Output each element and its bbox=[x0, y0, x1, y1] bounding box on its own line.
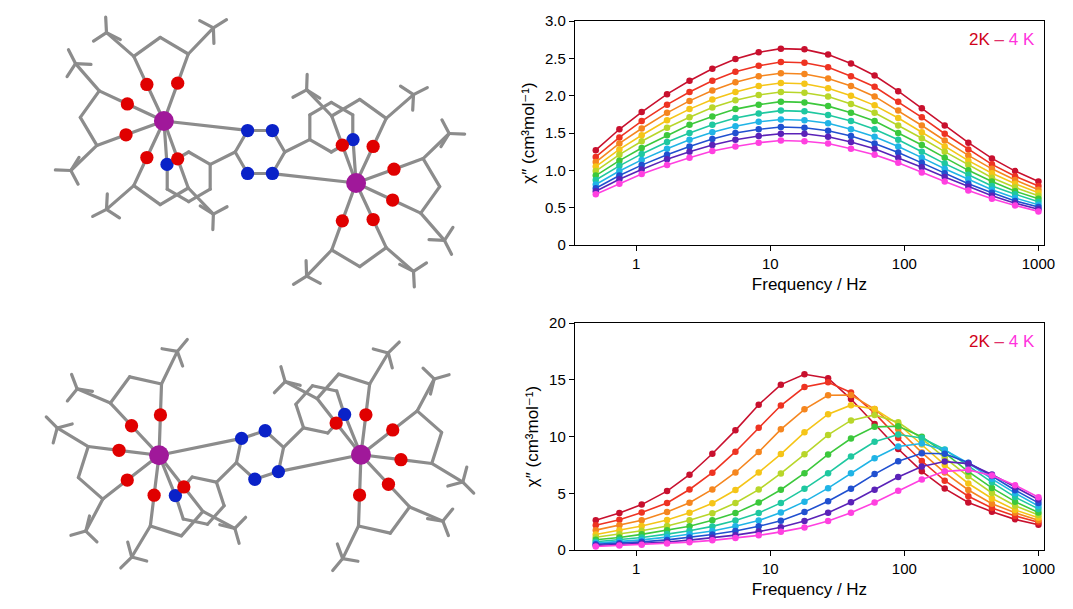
svg-text:2.5: 2.5 bbox=[545, 50, 566, 67]
svg-text:100: 100 bbox=[892, 255, 917, 272]
svg-text:1: 1 bbox=[632, 560, 640, 577]
svg-text:1.5: 1.5 bbox=[545, 124, 566, 141]
svg-text:χ″ (cm³mol⁻¹): χ″ (cm³mol⁻¹) bbox=[523, 386, 542, 487]
svg-text:1000: 1000 bbox=[1022, 560, 1055, 577]
svg-text:2.0: 2.0 bbox=[545, 87, 566, 104]
svg-text:2K – 4 K: 2K – 4 K bbox=[969, 30, 1035, 49]
svg-text:10: 10 bbox=[762, 255, 779, 272]
svg-text:2K – 4 K: 2K – 4 K bbox=[969, 332, 1035, 351]
svg-text:1: 1 bbox=[632, 255, 640, 272]
svg-text:Frequency / Hz: Frequency / Hz bbox=[752, 275, 867, 294]
svg-text:Frequency / Hz: Frequency / Hz bbox=[752, 580, 867, 599]
svg-text:3.0: 3.0 bbox=[545, 12, 566, 29]
svg-text:100: 100 bbox=[892, 560, 917, 577]
svg-text:20: 20 bbox=[549, 314, 566, 331]
svg-text:1.0: 1.0 bbox=[545, 162, 566, 179]
svg-text:5: 5 bbox=[557, 485, 565, 502]
svg-text:0: 0 bbox=[557, 236, 565, 253]
svg-text:10: 10 bbox=[762, 560, 779, 577]
svg-text:0.5: 0.5 bbox=[545, 199, 566, 216]
svg-text:χ″ (cm³mol⁻¹): χ″ (cm³mol⁻¹) bbox=[519, 82, 538, 183]
svg-text:1000: 1000 bbox=[1022, 255, 1055, 272]
svg-text:15: 15 bbox=[549, 371, 566, 388]
svg-text:0: 0 bbox=[557, 541, 565, 558]
svg-text:10: 10 bbox=[549, 428, 566, 445]
